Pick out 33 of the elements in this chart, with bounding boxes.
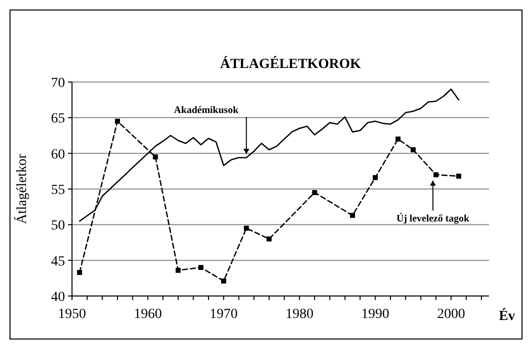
point <box>176 268 181 273</box>
point <box>114 118 120 124</box>
y-axis-title: Átlagéletkor <box>13 154 30 224</box>
x-axis-title: Év <box>498 307 516 324</box>
point <box>266 236 272 242</box>
x-tick-label: 2000 <box>437 307 466 322</box>
annotation: Új levelező tagok <box>396 212 470 225</box>
point <box>152 154 158 160</box>
point <box>396 136 401 142</box>
y-tick-label: 50 <box>51 218 65 234</box>
x-tick-label: 1950 <box>58 307 86 322</box>
chart-title: ÁTLAGÉLETKOROK <box>220 55 362 72</box>
y-tick-label: 70 <box>51 76 65 91</box>
point <box>221 278 226 284</box>
point <box>456 174 462 179</box>
point <box>433 172 438 178</box>
annotation: Akadémikusok <box>174 104 239 116</box>
y-tick-label: 65 <box>51 112 65 127</box>
x-tick-label: 1980 <box>285 307 314 322</box>
point <box>410 147 416 152</box>
point <box>77 270 82 275</box>
point <box>244 226 249 231</box>
y-tick-label: 40 <box>51 290 65 305</box>
y-tick-label: 45 <box>51 254 65 270</box>
point <box>198 264 204 270</box>
y-tick-label: 55 <box>51 183 65 198</box>
point <box>372 175 378 180</box>
point <box>312 190 318 196</box>
point <box>350 212 356 218</box>
y-tick-label: 60 <box>51 147 65 162</box>
x-tick-label: 1970 <box>210 307 238 322</box>
x-tick-label: 1960 <box>134 307 162 322</box>
x-tick-label: 1990 <box>361 307 390 322</box>
